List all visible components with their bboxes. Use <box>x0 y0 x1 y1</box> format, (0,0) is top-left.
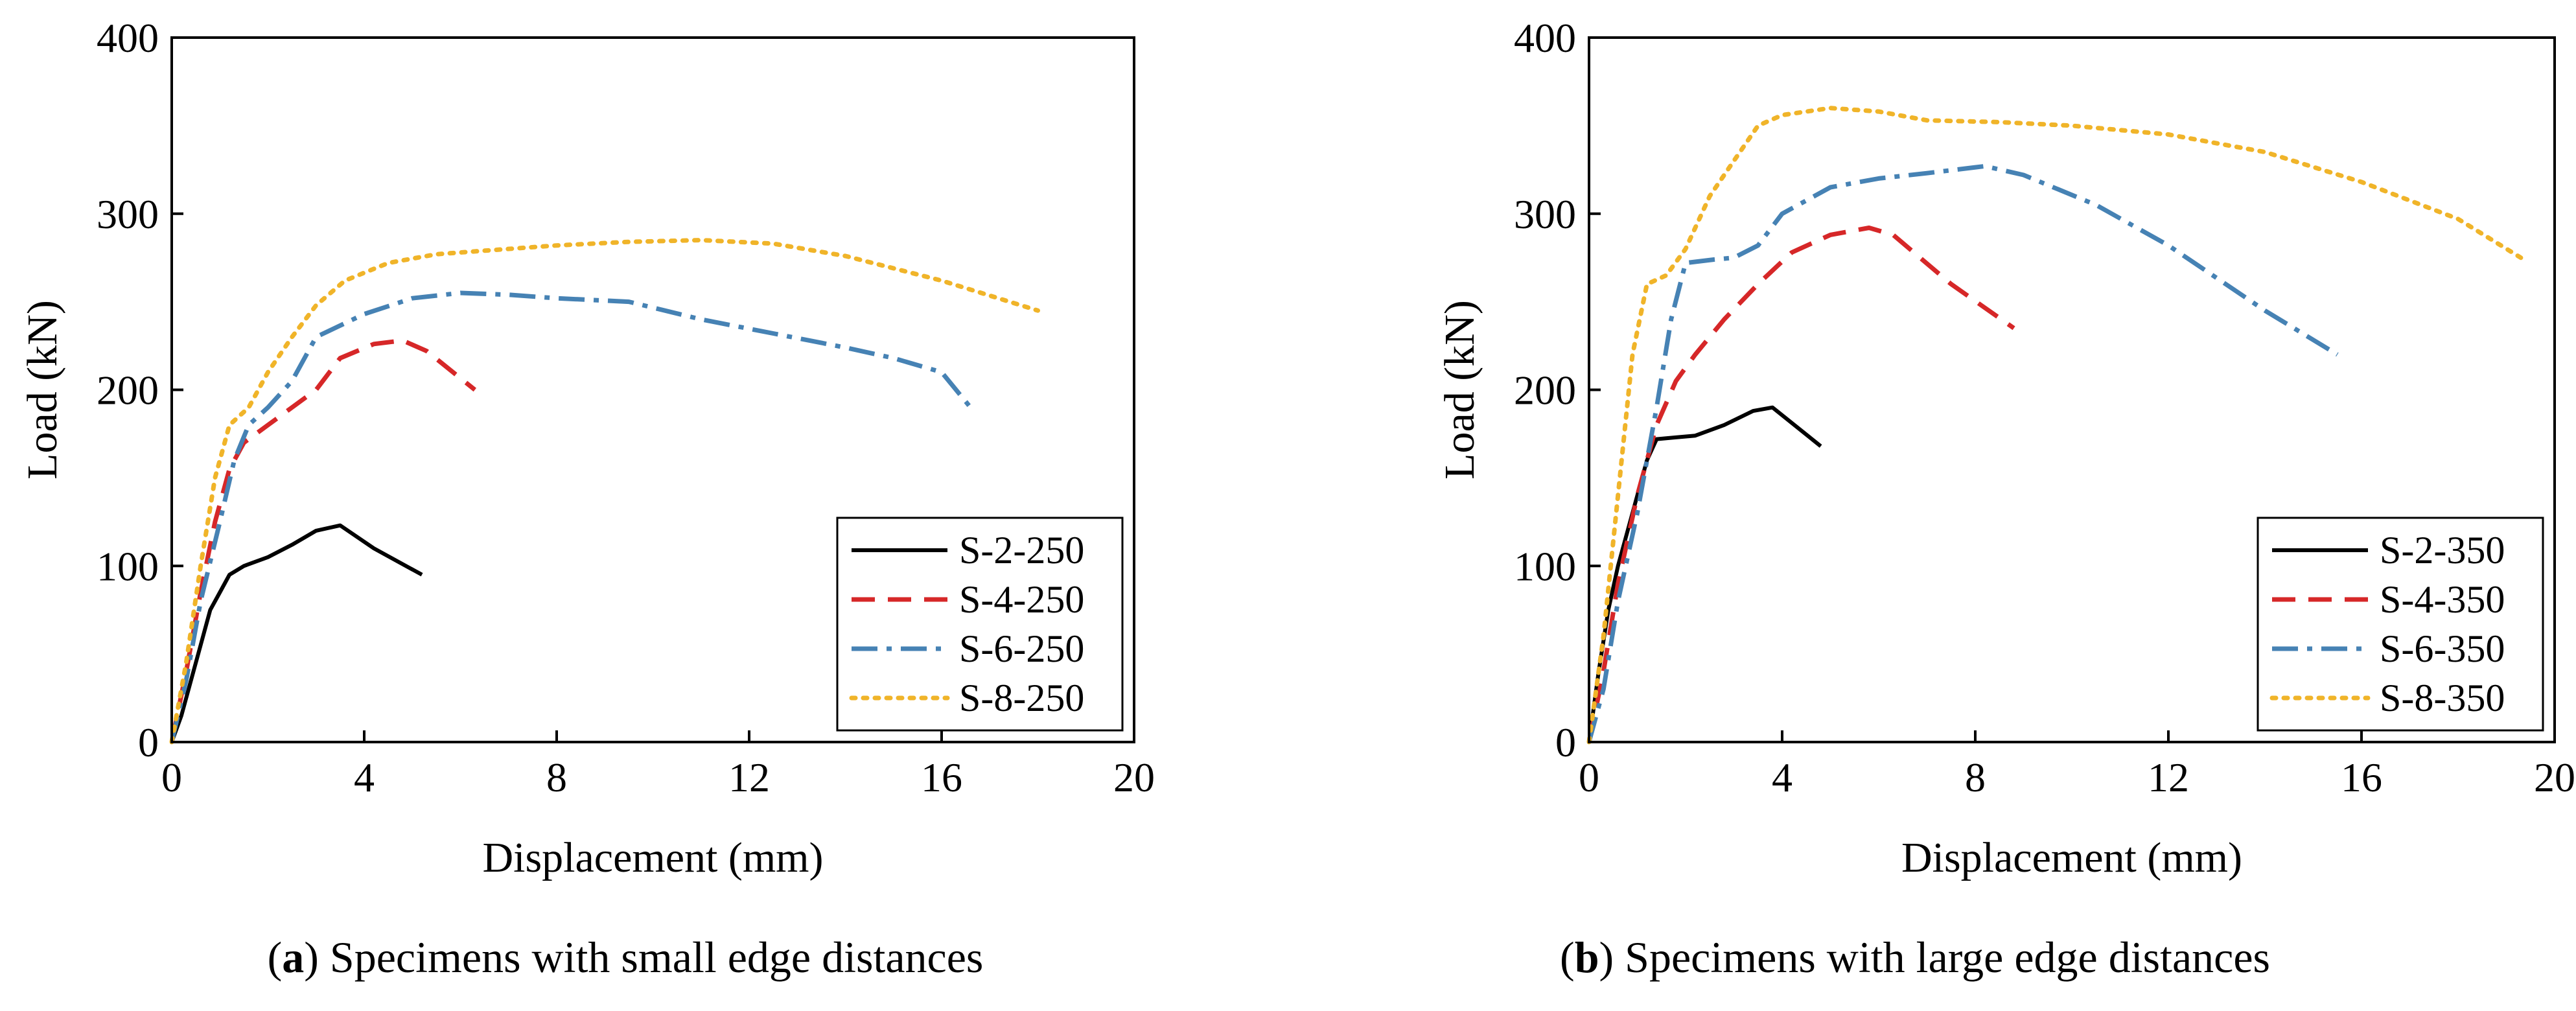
chart-a-y-tick-label: 400 <box>97 15 159 61</box>
chart-a-legend-label: S-4-250 <box>959 578 1084 621</box>
chart-a-x-axis-title: Displacement (mm) <box>482 834 823 881</box>
chart-a-caption: (a) Specimens with small edge distances <box>268 933 984 982</box>
chart-a-series-layer <box>169 238 1040 745</box>
chart-a-legend: S-2-250 S-4-250 S-6-250 S-8-250 <box>836 517 1124 732</box>
chart-b-caption-text: Specimens with large edge distances <box>1625 933 2270 982</box>
chart-b-legend-label: S-8-350 <box>2380 677 2505 719</box>
chart-b-series-s-6-350 <box>1586 163 2339 743</box>
chart-b-legend-label: S-2-350 <box>2380 529 2505 572</box>
chart-a-x-tick-label: 8 <box>546 754 567 800</box>
chart-a-x-tick-label: 20 <box>1113 754 1155 800</box>
chart-b-series-layer <box>1586 106 2524 745</box>
chart-a-caption-text: Specimens with small edge distances <box>330 933 983 982</box>
chart-b-caption-letter: b <box>1575 933 1599 982</box>
chart-b-series-s-4-350 <box>1586 226 2015 743</box>
chart-b-x-tick-label: 0 <box>1579 754 1599 800</box>
chart-a-caption-letter: a <box>282 933 304 982</box>
chart-a-y-tick-label: 100 <box>97 543 159 589</box>
chart-b-legend-label: S-4-350 <box>2380 578 2505 621</box>
chart-b-x-tick-label: 12 <box>2148 754 2189 800</box>
chart-a-legend-box <box>836 517 1124 732</box>
chart-b-y-tick-label: 300 <box>1514 191 1576 237</box>
chart-a-x-tick-label: 4 <box>354 754 375 800</box>
chart-b-y-tick-label: 100 <box>1514 543 1576 589</box>
chart-a-series-s-2-250 <box>170 523 423 743</box>
chart-b-y-tick-label: 200 <box>1514 367 1576 413</box>
chart-b-x-tick-label: 4 <box>1772 754 1793 800</box>
chart-b-legend-box <box>2257 517 2544 732</box>
chart-b-x-tick-label: 8 <box>1965 754 1986 800</box>
chart-a-legend-label: S-8-250 <box>959 677 1084 719</box>
chart-b-legend-label: S-6-350 <box>2380 627 2505 670</box>
chart-b-x-tick-label: 16 <box>2341 754 2382 800</box>
chart-a-y-tick-label: 200 <box>97 367 159 413</box>
chart-a-y-tick-label: 0 <box>138 719 159 765</box>
chart-a-x-tick-label: 16 <box>921 754 962 800</box>
chart-b-series-s-8-350 <box>1586 106 2524 745</box>
chart-a-series-s-4-250 <box>169 338 476 743</box>
chart-b-legend: S-2-350 S-4-350 S-6-350 S-8-350 <box>2257 517 2544 732</box>
chart-b-caption: (b) Specimens with large edge distances <box>1560 933 2270 982</box>
chart-a-legend-label: S-6-250 <box>959 627 1084 670</box>
chart-a-legend-label: S-2-250 <box>959 529 1084 572</box>
chart-a-x-tick-label: 12 <box>728 754 770 800</box>
chart-a-series-s-6-250 <box>169 290 973 743</box>
chart-b-x-axis-title: Displacement (mm) <box>1901 834 2242 881</box>
chart-b-y-tick-label: 400 <box>1514 15 1576 61</box>
chart-a-y-tick-label: 300 <box>97 191 159 237</box>
chart-a-y-axis-title: Load (kN) <box>19 300 66 480</box>
chart-b-x-tick-label: 20 <box>2534 754 2575 800</box>
chart-b-y-tick-label: 0 <box>1555 719 1576 765</box>
chart-a-x-tick-label: 0 <box>161 754 182 800</box>
chart-b-y-axis-title: Load (kN) <box>1436 300 1483 480</box>
